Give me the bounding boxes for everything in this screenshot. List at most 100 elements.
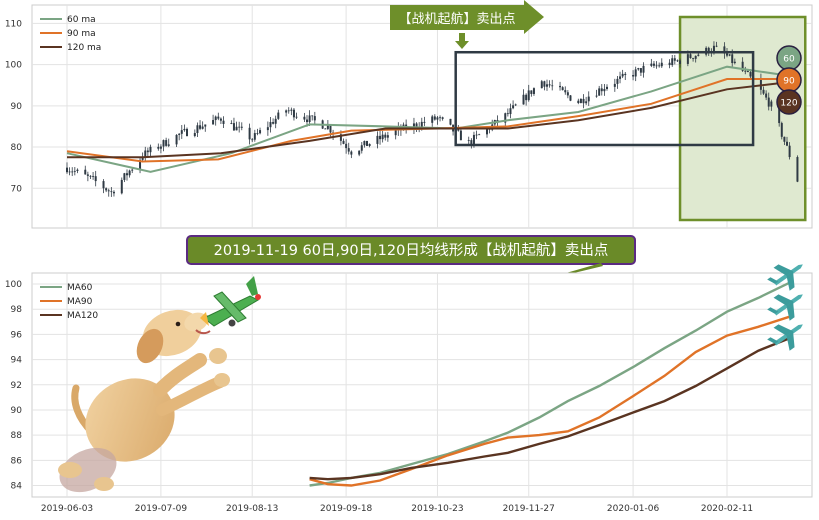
candle-body [274, 118, 277, 124]
candle-body [165, 140, 168, 146]
candle-body [559, 85, 562, 88]
legend-label-ma90: MA90 [67, 297, 93, 307]
candle-body [251, 139, 254, 141]
candle-body [783, 136, 786, 142]
candle-body [673, 58, 676, 61]
candle-body [733, 61, 736, 64]
y-tick-label: 90 [11, 406, 23, 416]
candle-body [788, 145, 791, 158]
candle-body [84, 169, 87, 175]
candle-body [642, 65, 645, 73]
candle-body [86, 174, 89, 176]
legend-label-ma60: MA60 [67, 283, 93, 293]
candle-body [269, 122, 272, 128]
jet-icon [767, 264, 803, 291]
candle-body [157, 146, 160, 149]
candle-body [613, 83, 616, 87]
y-tick-label: 92 [11, 381, 22, 391]
candle-body [762, 89, 765, 94]
candle-body [639, 68, 642, 73]
signal-box [454, 50, 755, 147]
candle-body [796, 157, 799, 182]
candle-body [449, 118, 452, 125]
candle-body [467, 140, 470, 141]
candle-body [139, 159, 142, 170]
candle-body [546, 84, 548, 87]
bottom-x-tick-labels: 2019-06-03 2019-07-09 2019-08-13 2019-09-18… [41, 504, 753, 514]
candle-body [259, 130, 262, 134]
y-tick-label: 86 [11, 456, 23, 466]
banner-arrow-shape [390, 0, 544, 34]
jet-icons [767, 264, 803, 351]
candle-body [712, 45, 715, 52]
candle-body [235, 126, 238, 131]
candle-body [600, 88, 603, 92]
candle-body [744, 70, 747, 72]
x-tick-label: 2020-01-06 [607, 504, 660, 514]
candle-body [731, 54, 734, 64]
candle-body [230, 123, 233, 124]
badge-120 [776, 89, 802, 115]
toy-plane-icon [200, 276, 261, 327]
candle-body [686, 54, 689, 64]
candle-body [569, 95, 572, 101]
candle-body [770, 101, 773, 107]
candle-body [311, 115, 314, 117]
candle-body [606, 86, 608, 89]
candle-body [112, 191, 115, 194]
candle-body [175, 134, 178, 145]
candle-body [619, 76, 622, 79]
candle-body [199, 125, 202, 129]
candle-body [386, 135, 389, 138]
candle-body [329, 125, 332, 133]
candle-body [212, 120, 215, 125]
candle-body [668, 62, 671, 66]
candle-body [598, 88, 601, 96]
x-tick-label: 2020-02-11 [701, 504, 753, 514]
signal-banner: 2019-11-19 60日,90日,120日均线形成【战机起航】卖出点 [186, 235, 636, 282]
candle-body [548, 84, 551, 86]
candle-body [579, 98, 582, 104]
jet-icon [767, 294, 803, 321]
x-tick-label: 2019-11-27 [503, 504, 555, 514]
candle-body [266, 127, 269, 131]
legend-label-ma120: MA120 [67, 311, 98, 321]
bottom-legend: MA60 MA90 MA120 [40, 283, 98, 321]
candle-body [290, 109, 293, 111]
candle-body [509, 108, 512, 115]
legend-label-60: 60 ma [67, 15, 96, 25]
candle-body [292, 109, 295, 118]
candle-body [582, 98, 585, 104]
candle-body [767, 97, 770, 107]
candle-body [159, 146, 162, 149]
candle-body [530, 90, 533, 94]
candle-body [71, 171, 74, 173]
candle-body [561, 87, 564, 91]
candle-body [564, 90, 567, 93]
candle-body [780, 123, 783, 137]
candle-body [587, 96, 590, 102]
candle-body [707, 47, 710, 54]
candle-body [120, 179, 123, 194]
candle-body [506, 113, 509, 115]
candle-body [105, 188, 108, 191]
candle-body [248, 127, 251, 140]
candle-body [778, 101, 781, 124]
candle-body [126, 173, 128, 176]
candle-body [741, 61, 744, 71]
badge-120-label: 120 [780, 99, 797, 109]
top-legend: 60 ma 90 ma 120 ma [40, 15, 101, 53]
candle-body [543, 81, 546, 87]
candle-body [178, 133, 181, 135]
candle-body [232, 123, 235, 131]
candle-body [660, 62, 663, 67]
candle-body [726, 53, 728, 56]
candle-body [287, 110, 290, 112]
candle-body [131, 169, 134, 171]
candle-body [217, 116, 220, 119]
y-tick-label: 100 [5, 61, 22, 71]
candle-body [746, 70, 749, 73]
candle-body [394, 130, 397, 136]
candle-body [655, 65, 658, 67]
